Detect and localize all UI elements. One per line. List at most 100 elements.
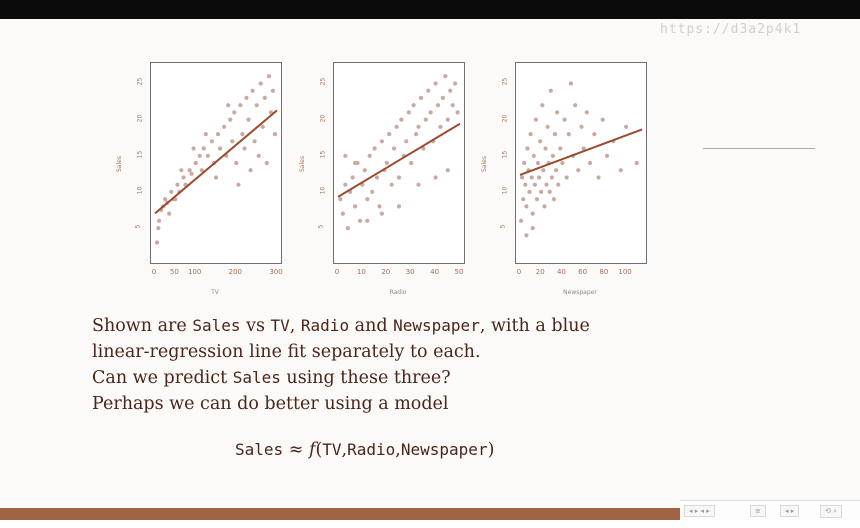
y-tick-label: 25 <box>319 78 327 86</box>
data-point <box>169 189 174 194</box>
code-term: Sales <box>232 368 281 387</box>
data-point <box>189 171 194 176</box>
data-point <box>379 139 384 144</box>
x-tick-label: 300 <box>269 268 283 276</box>
x-tick-label: 10 <box>356 268 366 276</box>
data-point <box>256 153 261 158</box>
data-point <box>357 218 363 223</box>
nav-section-button[interactable]: ◂ ▸ <box>780 505 800 517</box>
data-point <box>250 88 255 93</box>
data-point <box>581 146 586 151</box>
text-line: Shown are Sales vs TV, Radio and Newspap… <box>92 313 692 339</box>
data-point <box>205 153 210 158</box>
data-point <box>445 168 450 173</box>
data-point <box>236 182 241 187</box>
y-tick-label: 20 <box>319 114 327 122</box>
formula-approx: ≈ <box>283 440 309 460</box>
x-tick-label: 100 <box>618 268 632 276</box>
data-point <box>587 160 593 166</box>
y-tick-label: 5 <box>499 224 507 229</box>
scatter-newspaper <box>519 81 643 238</box>
x-tick-label: 0 <box>151 268 157 276</box>
x-tick-label: 0 <box>334 268 340 276</box>
data-point <box>179 168 184 173</box>
data-point <box>543 146 548 151</box>
x-tick-label: 30 <box>405 268 415 276</box>
x-tick-label: 20 <box>381 268 391 276</box>
data-point <box>564 175 569 180</box>
data-point <box>448 88 453 93</box>
data-point <box>406 110 411 115</box>
y-tick-label: 15 <box>136 150 144 159</box>
data-point <box>618 168 623 173</box>
data-point <box>244 95 249 100</box>
data-point <box>258 81 263 86</box>
data-point <box>156 226 161 231</box>
data-point <box>525 146 530 151</box>
data-point <box>266 74 271 79</box>
nav-menu-button[interactable]: ≡ <box>750 505 766 517</box>
divider <box>703 148 815 149</box>
y-tick-label: 10 <box>136 186 144 195</box>
nav-prev-next-button[interactable]: ◂ ▸ ◂ ▸ <box>684 505 715 517</box>
data-point <box>272 132 278 137</box>
data-point <box>338 197 343 202</box>
xlabel-tv: TV <box>211 289 219 296</box>
code-term: Newspaper <box>393 316 480 335</box>
x-tick-label: 50 <box>454 268 464 276</box>
model-formula: Sales ≈ f(TV,Radio,Newspaper) <box>235 440 494 460</box>
x-tick-label: 100 <box>187 268 202 276</box>
regression-line <box>154 109 278 215</box>
ylabel-radio: Sales <box>299 156 306 172</box>
data-point <box>532 182 537 187</box>
data-point <box>343 153 348 158</box>
data-point <box>534 197 540 202</box>
data-point <box>262 95 267 100</box>
data-point <box>418 95 424 100</box>
data-point <box>438 124 443 129</box>
data-point <box>343 182 348 187</box>
x-tick-label: 200 <box>228 268 243 276</box>
x-tick-label: 60 <box>578 268 588 276</box>
text-run: Shown are <box>92 316 193 336</box>
data-point <box>203 132 208 137</box>
data-point <box>353 204 358 209</box>
data-point <box>399 117 404 122</box>
data-point <box>264 160 269 166</box>
code-term: Sales <box>192 316 241 335</box>
data-point <box>215 132 221 137</box>
data-point <box>433 175 438 180</box>
data-point <box>340 211 345 216</box>
text-run: using these three? <box>280 368 451 388</box>
y-tick-label: 20 <box>501 114 509 122</box>
data-point <box>544 182 549 187</box>
data-point <box>562 117 567 122</box>
data-point <box>270 88 275 93</box>
data-point <box>365 197 370 202</box>
data-point <box>199 168 204 173</box>
nav-search-button[interactable]: ⟲ ⌕ <box>820 505 843 518</box>
y-tick-label: 10 <box>501 186 509 195</box>
data-point <box>370 189 375 194</box>
data-point <box>579 124 584 129</box>
data-point <box>416 124 421 129</box>
data-point <box>246 117 251 122</box>
data-point <box>530 226 535 231</box>
data-point <box>558 146 563 151</box>
data-point <box>535 160 541 166</box>
data-point <box>445 117 450 122</box>
text-run: Can we predict <box>92 368 233 388</box>
data-point <box>522 160 527 166</box>
data-point <box>193 160 198 166</box>
formula-paren: ( <box>315 440 323 460</box>
data-point <box>394 124 399 129</box>
data-point <box>541 168 546 173</box>
data-point <box>226 103 231 108</box>
x-tick-label: 50 <box>169 268 179 276</box>
text-line: linear-regression line fit separately to… <box>92 339 692 365</box>
regression-line <box>337 122 461 198</box>
data-point <box>187 168 192 173</box>
data-point <box>260 124 265 129</box>
data-point <box>576 168 581 173</box>
formula-comma: , <box>341 440 348 460</box>
